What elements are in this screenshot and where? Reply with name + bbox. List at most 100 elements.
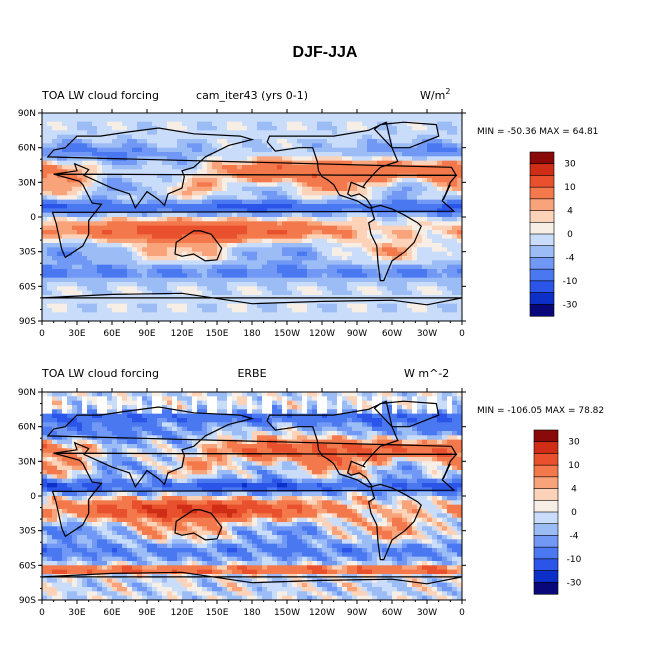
x-tick-label: 180 xyxy=(243,608,260,618)
colorbar-box xyxy=(529,151,555,165)
colorbar-box xyxy=(529,210,555,223)
panel-obs-title-center: ERBE xyxy=(237,367,266,380)
y-tick-label: 60N xyxy=(18,423,36,433)
panel-model-units-sup: 2 xyxy=(445,87,450,96)
panel-obs: TOA LW cloud forcing ERBE W m^-2 0 30E 60E… xyxy=(18,367,604,618)
x-tick-label: 90E xyxy=(138,329,155,339)
colorbar-model: 30 10 4 0 -4 -10 -30 xyxy=(529,151,578,317)
x-tick-label: 90W xyxy=(347,329,367,339)
colorbar-box xyxy=(533,429,559,443)
y-tick-label: 90N xyxy=(18,109,36,119)
colorbar-box xyxy=(529,221,555,235)
colorbar-label: -10 xyxy=(567,555,582,565)
x-tick-label: 30W xyxy=(417,329,437,339)
x-tick-label: 30E xyxy=(68,329,85,339)
y-tick-label: 60S xyxy=(19,561,36,571)
x-tick-label: 120E xyxy=(171,329,194,339)
x-tick-label: 120W xyxy=(309,608,335,618)
x-tick-label: 60W xyxy=(382,608,402,618)
colorbar-box xyxy=(529,175,555,188)
colorbar-box xyxy=(529,233,555,247)
x-tick-label: 150E xyxy=(206,329,229,339)
panel-model-units: W/m2 xyxy=(420,87,450,102)
colorbar-box xyxy=(533,441,559,455)
y-tick-label: 90N xyxy=(18,388,36,398)
coastlines xyxy=(42,400,462,585)
x-tick-label: 90W xyxy=(347,608,367,618)
colorbar-label: 4 xyxy=(571,485,577,495)
x-tick-label: 0 xyxy=(459,608,465,618)
colorbar-box xyxy=(529,292,555,305)
colorbar-box xyxy=(533,535,559,548)
y-tick-label: 60S xyxy=(19,282,36,292)
y-tick-label: 60N xyxy=(18,144,36,154)
colorbar-label: 10 xyxy=(568,461,580,471)
panel-model: TOA LW cloud forcing cam_iter43 (yrs 0-1… xyxy=(18,87,599,339)
colorbar-obs: 30 10 4 0 -4 -10 -30 xyxy=(533,429,582,595)
colorbar-box xyxy=(533,499,559,513)
panel-model-title-center: cam_iter43 (yrs 0-1) xyxy=(196,89,308,102)
x-tick-label: 150W xyxy=(274,329,300,339)
colorbar-box xyxy=(533,453,559,466)
map-obs: 0 30E 60E 90E 120E 150E 180 150W 120W 90W 60W 30W 09… xyxy=(18,388,466,618)
contour-field xyxy=(42,392,462,600)
colorbar-box xyxy=(529,163,555,177)
colorbar-box xyxy=(533,581,559,595)
panel-obs-units: W m^-2 xyxy=(404,367,449,380)
colorbar-box xyxy=(533,523,559,537)
map-model: 0 30E 60E 90E 120E 150E 180 150W 120W 90W 60W 30W 0 9… xyxy=(18,109,466,339)
colorbar-label: 10 xyxy=(564,183,576,193)
panel-obs-units-text: W m^-2 xyxy=(404,367,449,380)
colorbar-label: -30 xyxy=(567,578,582,588)
colorbar-label: 30 xyxy=(568,438,580,448)
colorbar-label: -10 xyxy=(563,277,578,287)
x-tick-label: 0 xyxy=(39,329,45,339)
y-tick-label: 30N xyxy=(18,178,36,188)
x-tick-label: 0 xyxy=(459,329,465,339)
x-tick-label: 30W xyxy=(417,608,437,618)
x-tick-label: 30E xyxy=(68,608,85,618)
colorbar-label: 4 xyxy=(567,207,573,217)
colorbar-box xyxy=(529,198,555,212)
colorbar-box xyxy=(533,488,559,501)
y-tick-label: 30S xyxy=(19,527,36,537)
colorbar-box xyxy=(533,511,559,525)
panel-model-title-left: TOA LW cloud forcing xyxy=(41,89,159,102)
colorbar-box xyxy=(529,245,555,259)
colorbar-box xyxy=(529,280,555,294)
y-tick-label: 30N xyxy=(18,457,36,467)
colorbar-box xyxy=(533,464,559,478)
x-tick-label: 180 xyxy=(243,329,260,339)
panel-model-stats: MIN = -50.36 MAX = 64.81 xyxy=(477,127,598,137)
colorbar-box xyxy=(533,558,559,572)
colorbar-label: -4 xyxy=(566,253,575,263)
x-tick-label: 60E xyxy=(103,608,120,618)
y-tick-label: 30S xyxy=(19,248,36,258)
x-tick-label: 120W xyxy=(309,329,335,339)
colorbar-box xyxy=(529,257,555,270)
coastlines xyxy=(42,121,462,306)
x-tick-label: 0 xyxy=(39,608,45,618)
colorbar-label: -30 xyxy=(563,300,578,310)
figure-title: DJF-JJA xyxy=(293,44,358,61)
x-tick-label: 60W xyxy=(382,329,402,339)
y-tick-label: 0 xyxy=(30,213,36,223)
colorbar-box xyxy=(533,570,559,583)
y-tick-label: 0 xyxy=(30,492,36,502)
colorbar-box xyxy=(529,186,555,200)
colorbar-label: 0 xyxy=(567,230,573,240)
x-tick-label: 150W xyxy=(274,608,300,618)
y-tick-label: 90S xyxy=(19,596,36,606)
colorbar-label: 30 xyxy=(564,160,576,170)
panel-obs-stats: MIN = -106.05 MAX = 78.82 xyxy=(477,406,604,416)
x-tick-label: 150E xyxy=(206,608,229,618)
panel-model-units-text: W/m xyxy=(420,89,445,102)
contour-field xyxy=(42,113,462,321)
colorbar-box xyxy=(533,546,559,560)
colorbar-label: -4 xyxy=(570,531,579,541)
x-tick-label: 120E xyxy=(171,608,194,618)
colorbar-box xyxy=(529,268,555,282)
colorbar-box xyxy=(533,476,559,490)
x-tick-label: 90E xyxy=(138,608,155,618)
x-tick-label: 60E xyxy=(103,329,120,339)
